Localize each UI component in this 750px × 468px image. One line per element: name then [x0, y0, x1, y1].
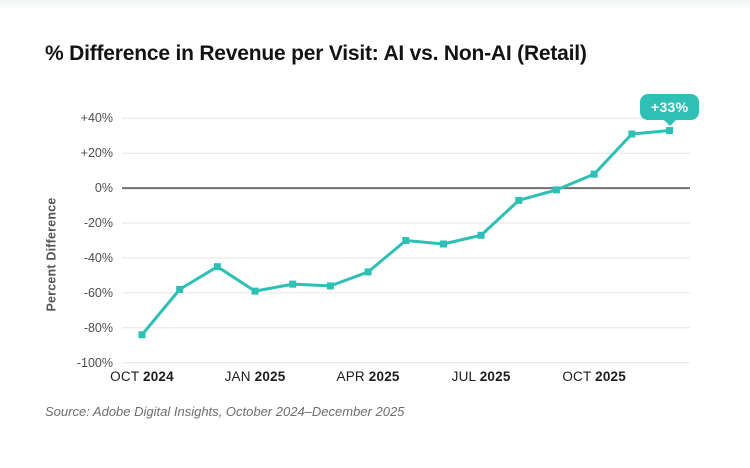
data-point-marker	[138, 331, 146, 339]
data-point-marker	[590, 170, 598, 178]
data-point-marker	[251, 287, 259, 295]
source-note: Source: Adobe Digital Insights, October …	[45, 404, 405, 419]
data-point-marker	[628, 130, 636, 138]
data-point-marker	[176, 285, 184, 293]
data-point-marker	[289, 280, 297, 288]
chart-title: % Difference in Revenue per Visit: AI vs…	[45, 42, 587, 65]
data-point-marker	[439, 240, 447, 248]
data-point-marker	[326, 282, 334, 290]
annotation-label: +33%	[651, 98, 689, 115]
data-line	[140, 129, 671, 337]
data-point-marker	[213, 263, 221, 271]
data-point-marker	[666, 127, 673, 135]
data-point-marker	[364, 268, 372, 276]
annotation-badge: +33%	[640, 93, 700, 126]
data-point-marker	[477, 231, 485, 239]
data-point-marker	[402, 237, 410, 244]
data-point-marker	[515, 196, 523, 204]
data-point-marker	[552, 186, 560, 194]
top-edge-shade	[0, 0, 750, 10]
